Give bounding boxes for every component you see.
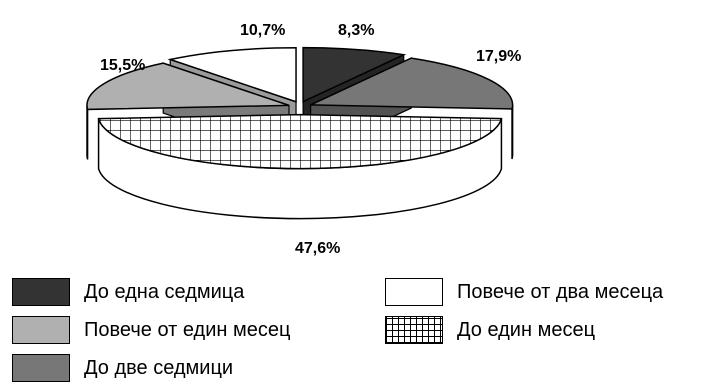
pie-slice-top [310, 57, 514, 110]
pie-slices [86, 46, 514, 220]
data-label: 15,5% [100, 57, 146, 74]
pie-slice-wall [86, 105, 89, 160]
data-label: 10,7% [240, 22, 286, 39]
pie-slice-top [302, 46, 407, 103]
pie-slice-top [86, 62, 290, 111]
data-label: 17,9% [476, 48, 522, 65]
pie-slice [97, 113, 503, 220]
data-label: 47,6% [295, 240, 341, 257]
pie-slice-top [97, 113, 503, 170]
pie-slice-wall [511, 104, 514, 160]
pie-slice-top [167, 47, 297, 103]
data-label: 8,3% [338, 22, 375, 39]
